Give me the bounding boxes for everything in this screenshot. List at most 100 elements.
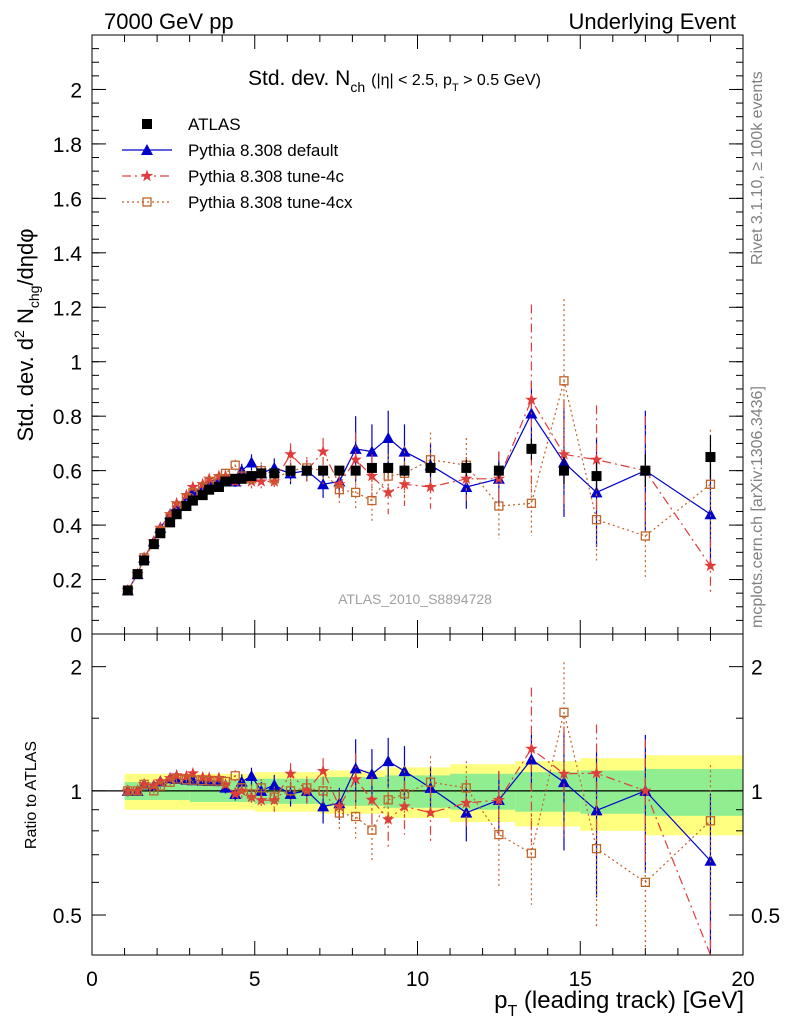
y-tick-label: 0.8 bbox=[53, 406, 82, 429]
ratio-point bbox=[255, 793, 268, 806]
series-line-2 bbox=[127, 398, 711, 591]
atlas-data-point bbox=[236, 473, 247, 484]
rivet-label: Rivet 3.1.10, ≥ 100k events bbox=[749, 71, 766, 265]
ylabel-part-2: N bbox=[13, 308, 38, 330]
y-tick-label: 1.6 bbox=[53, 188, 82, 211]
data-point bbox=[255, 475, 268, 487]
atlas-data-point bbox=[187, 495, 198, 506]
ratio-band-inner bbox=[580, 770, 646, 814]
ratio-point bbox=[383, 795, 393, 805]
ratio-point bbox=[246, 789, 257, 799]
ratio-point bbox=[639, 784, 652, 797]
ratio-point bbox=[186, 766, 200, 779]
header-left: 7000 GeV pp bbox=[104, 9, 234, 34]
ratio-point bbox=[398, 765, 411, 777]
ratio-band-inner bbox=[515, 772, 581, 812]
atlas-data-point bbox=[285, 465, 296, 476]
header-right: Underlying Event bbox=[568, 9, 736, 34]
legend-label: Pythia 8.308 default bbox=[188, 141, 339, 160]
ratio-point bbox=[137, 777, 151, 790]
data-point bbox=[590, 453, 603, 465]
ratio-band-layer bbox=[124, 755, 743, 836]
data-point bbox=[367, 495, 377, 506]
ratio-y-tick-label-right: 1 bbox=[751, 781, 763, 804]
ratio-point bbox=[382, 755, 395, 767]
mcplots-label: mcplots.cern.ch [arXiv:1306.3436] bbox=[749, 386, 766, 628]
ratio-point bbox=[165, 777, 175, 787]
atlas-data-point bbox=[640, 465, 651, 476]
ratio-point bbox=[351, 811, 361, 822]
xlabel-main: p bbox=[494, 987, 507, 1014]
y-tick-label: 0 bbox=[70, 624, 82, 647]
ratio-point bbox=[640, 877, 650, 888]
atlas-data-point bbox=[204, 484, 215, 495]
atlas-data-point bbox=[155, 528, 166, 539]
data-point bbox=[591, 514, 602, 525]
data-point bbox=[349, 442, 362, 454]
main-title: Std. dev. Nch (|η| < 2.5, pT > 0.5 GeV) bbox=[248, 67, 541, 95]
ratio-point bbox=[559, 707, 569, 717]
atlas-data-point bbox=[301, 465, 312, 476]
legend-label: Pythia 8.308 tune-4cx bbox=[188, 193, 353, 212]
ratio-point bbox=[591, 844, 602, 854]
ratio-y-tick-label-right: 2 bbox=[751, 657, 763, 680]
atlas-data-point bbox=[181, 501, 192, 512]
data-point bbox=[382, 431, 395, 443]
ratio-point bbox=[132, 786, 143, 796]
ratio-point bbox=[461, 783, 471, 793]
data-point bbox=[494, 501, 504, 511]
ratio-point bbox=[163, 771, 177, 784]
xlabel: pT (leading track) [GeV] bbox=[494, 987, 744, 1020]
legend-label: Pythia 8.308 tune-4c bbox=[188, 167, 344, 186]
data-point bbox=[424, 480, 437, 493]
ylabel-part-4: /dηdφ bbox=[13, 228, 38, 285]
ratio-point bbox=[121, 784, 134, 797]
ratio-ylabel: Ratio to ATLAS bbox=[23, 741, 40, 849]
atlas-data-point bbox=[220, 476, 231, 487]
title-sub: ch bbox=[350, 79, 365, 95]
atlas-data-point bbox=[591, 471, 602, 482]
data-point bbox=[460, 480, 473, 492]
data-point bbox=[398, 445, 411, 457]
y-tick-label: 0.2 bbox=[53, 570, 82, 593]
data-point bbox=[186, 480, 200, 493]
legend-marker bbox=[141, 144, 153, 155]
atlas-data-point bbox=[558, 465, 569, 476]
atlas-data-point bbox=[197, 490, 208, 501]
legend-marker bbox=[142, 119, 152, 129]
data-point bbox=[349, 453, 362, 465]
data-point bbox=[525, 393, 538, 406]
data-point bbox=[590, 486, 603, 498]
data-point bbox=[704, 508, 717, 520]
ratio-point bbox=[139, 779, 149, 789]
y-tick-label: 0.6 bbox=[53, 461, 82, 484]
data-point bbox=[559, 376, 569, 386]
ratio-point bbox=[365, 793, 379, 806]
ratio-point bbox=[229, 787, 242, 800]
data-point bbox=[230, 460, 240, 470]
ratio-point bbox=[398, 799, 411, 812]
x-tick-label: 15 bbox=[569, 968, 592, 991]
atlas-data-point bbox=[269, 468, 280, 479]
ratio-point bbox=[285, 786, 296, 796]
atlas-data-point bbox=[318, 465, 329, 476]
x-tick-label: 20 bbox=[731, 968, 754, 991]
y-tick-label: 1 bbox=[70, 352, 82, 375]
legend-label: ATLAS bbox=[188, 115, 241, 134]
main-ylabel: Std. dev. d2 Nchg/dηdφ bbox=[11, 228, 42, 441]
data-point bbox=[640, 531, 650, 541]
y-tick-label: 1.4 bbox=[53, 243, 83, 266]
ratio-point bbox=[230, 771, 240, 781]
ratio-band-inner bbox=[384, 775, 451, 808]
title-cut-end: > 0.5 GeV) bbox=[459, 72, 541, 89]
ratio-point bbox=[317, 800, 330, 812]
atlas-data-point bbox=[139, 555, 150, 566]
ratio-point bbox=[367, 825, 377, 835]
ylabel-part-1: 2 bbox=[11, 330, 27, 338]
ratio-y-tick-label-right: 0.5 bbox=[751, 905, 780, 928]
data-point bbox=[170, 496, 183, 509]
ratio-y-tick-label: 0.5 bbox=[53, 905, 82, 928]
ratio-point bbox=[705, 816, 716, 826]
ylabel-part-3: chg bbox=[26, 286, 42, 309]
ratio-point bbox=[526, 848, 537, 858]
